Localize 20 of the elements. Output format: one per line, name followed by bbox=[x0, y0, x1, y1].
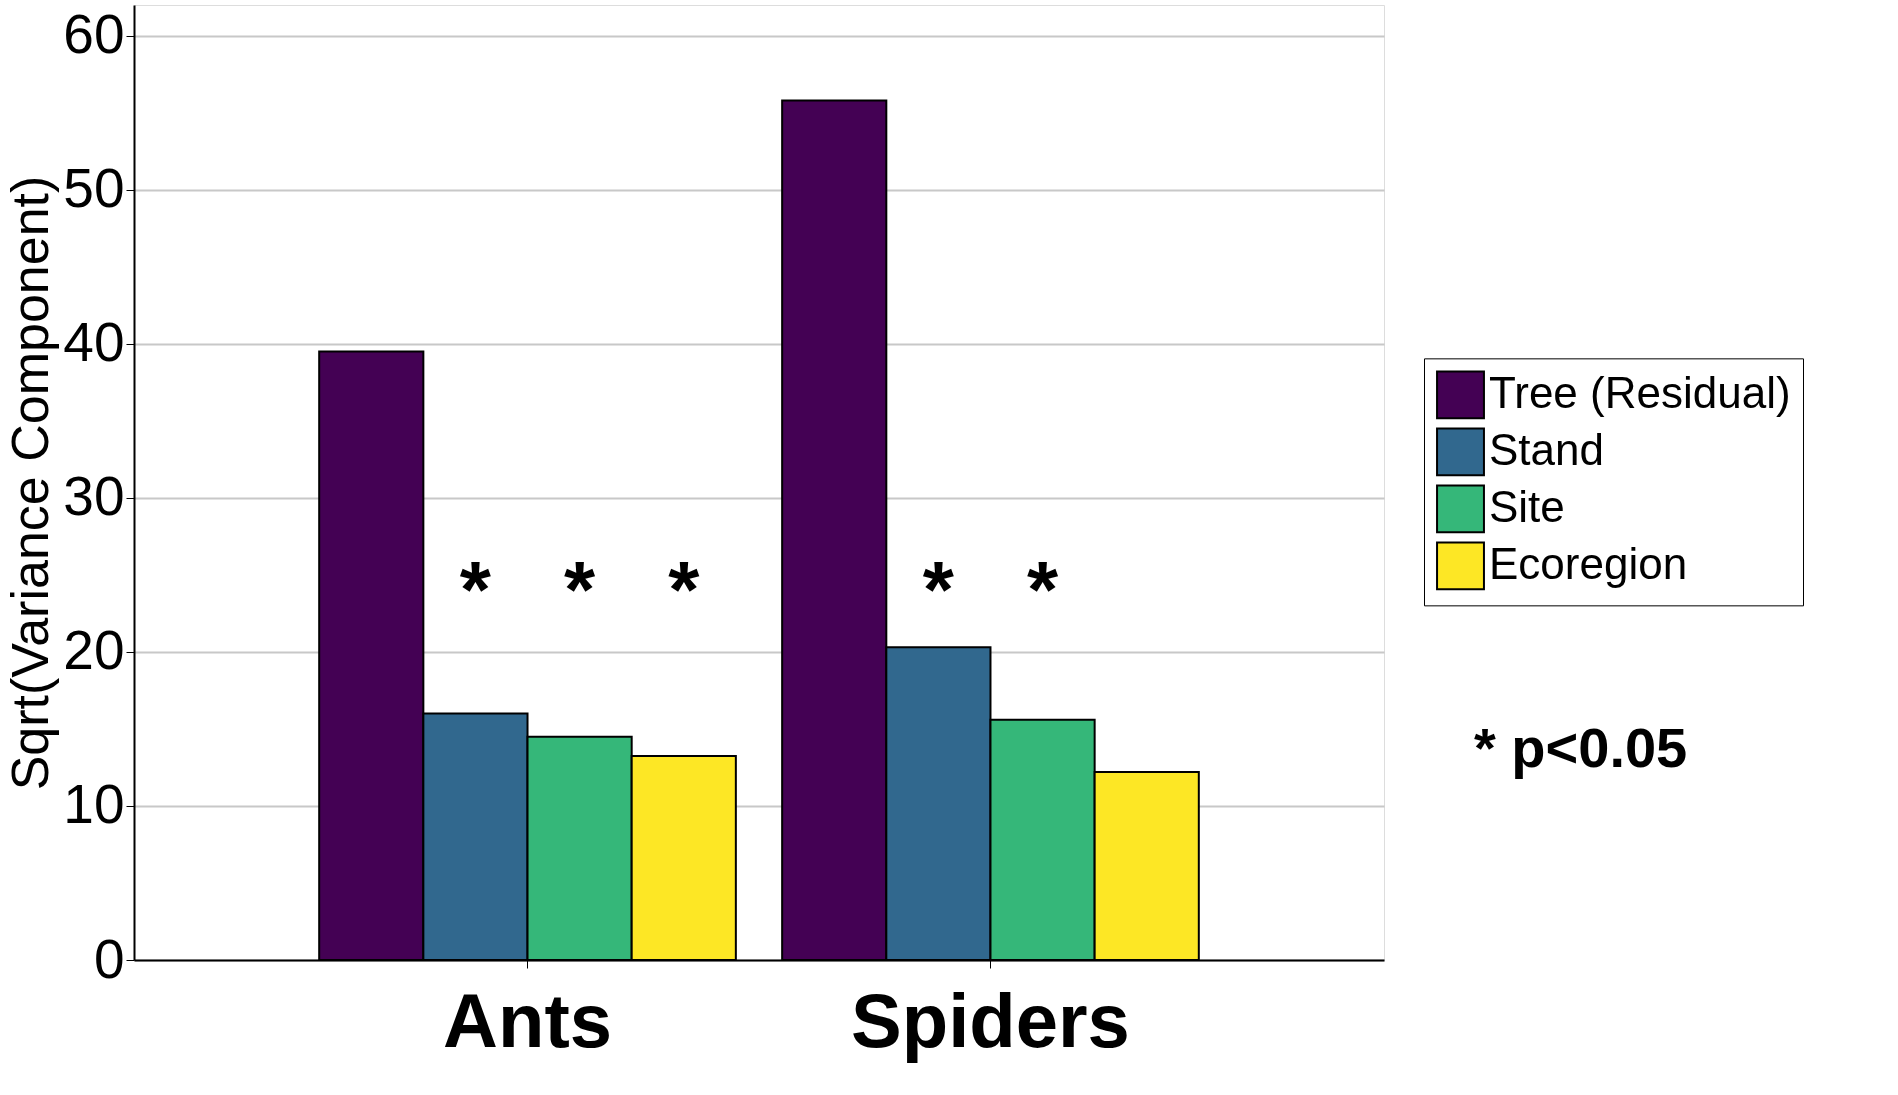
text: * p<0.05 bbox=[1474, 715, 1688, 779]
y-tick-label: 0 bbox=[93, 927, 125, 990]
y-axis-title: Sqrt(Variance Component) bbox=[1, 175, 60, 791]
y-tick-label: 50 bbox=[63, 157, 125, 220]
x-tick-label: Spiders bbox=[851, 977, 1130, 1063]
y-tick-label: 60 bbox=[63, 3, 125, 66]
y-tick-label: 40 bbox=[63, 311, 125, 374]
annotation: * bbox=[668, 545, 701, 634]
legend-label: Ecoregion bbox=[1489, 538, 1688, 588]
annotation: * bbox=[459, 545, 492, 634]
x-tick-label: Ants bbox=[443, 977, 612, 1063]
legend-label: Stand bbox=[1489, 424, 1604, 474]
y-tick-label: 20 bbox=[63, 619, 125, 682]
y-tick-label: 30 bbox=[63, 465, 125, 528]
y-tick-label: 10 bbox=[63, 773, 125, 836]
annotation: * bbox=[1026, 545, 1059, 634]
annotation: * bbox=[922, 545, 955, 634]
legend-label: Tree (Residual) bbox=[1489, 367, 1791, 417]
annotation: * bbox=[564, 545, 597, 634]
legend-label: Site bbox=[1489, 481, 1565, 531]
